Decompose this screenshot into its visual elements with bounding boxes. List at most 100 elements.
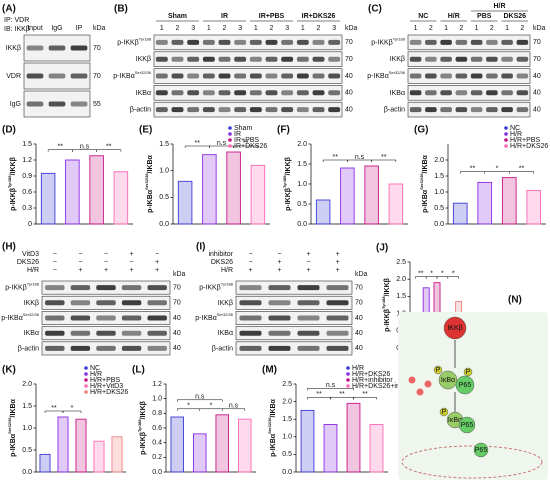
y-axis-label: p-IKKβTyr188/IKKβ — [137, 400, 147, 455]
blot-frame — [153, 68, 343, 84]
y-tick-label: 1.5 — [434, 173, 444, 180]
blot-band — [121, 330, 142, 336]
bar — [300, 409, 315, 473]
blot-band — [328, 39, 341, 45]
row-label: p-IKBαSer32/36 — [195, 312, 234, 322]
kda-unit: kDa — [93, 25, 106, 32]
row-label: p-IKKβTyr188 — [117, 36, 152, 46]
treatment-name: H/R — [221, 267, 233, 274]
y-tick-label: 0.5 — [297, 201, 307, 208]
sig-label: ** — [333, 154, 339, 161]
blot-band — [326, 330, 349, 336]
sig-label: * — [187, 403, 190, 410]
blot-band — [297, 285, 320, 291]
y-label-end: /IKBα — [270, 398, 277, 417]
blot-band — [218, 107, 231, 113]
sig-label: ** — [58, 144, 64, 151]
sig-label: n.s — [195, 394, 205, 401]
panel-label: (H) — [2, 242, 16, 253]
blot-band — [265, 39, 278, 45]
treatment-sign: − — [155, 251, 159, 258]
legend-swatch — [84, 384, 88, 388]
legend-swatch — [228, 132, 232, 136]
row-label: IKBα — [136, 90, 151, 97]
row-label: p-IKKβTyr188 — [371, 36, 406, 46]
sig-bracket — [447, 276, 459, 279]
y-tick-label: 1.5 — [282, 416, 292, 423]
blot-band — [187, 73, 200, 79]
group-label: IR+DKS26 — [302, 13, 336, 20]
panel-label: (E) — [139, 125, 152, 136]
y-label-main: p-IKBα — [10, 433, 17, 457]
blot-band — [234, 73, 247, 79]
treatment-sign: + — [130, 267, 134, 274]
y-label-main: p-IKKβ — [10, 187, 17, 211]
blot-band — [486, 73, 498, 79]
y-tick-label: 2.0 — [396, 276, 406, 283]
y-label-sup: Ser32/36 — [7, 417, 12, 434]
blot-band — [425, 90, 437, 96]
blot-band — [147, 345, 167, 351]
node-label: P65 — [475, 447, 488, 454]
y-tick-label: 0.3 — [22, 205, 32, 212]
row-label-main: IKKβ — [24, 300, 39, 307]
blot-band — [281, 56, 294, 62]
treatment-sign: + — [306, 251, 310, 258]
bar — [65, 159, 80, 225]
blot-band — [455, 107, 468, 113]
blot-band — [96, 345, 116, 351]
row-label-main: IKBα — [136, 90, 151, 97]
kda-value: 40 — [345, 106, 353, 113]
diagram-node — [455, 375, 475, 395]
blot-band — [45, 330, 65, 336]
blot-band — [470, 39, 483, 45]
blot-band — [409, 107, 422, 113]
legend-swatch — [504, 132, 508, 136]
bar — [202, 154, 217, 225]
y-tick-label: 1.0 — [152, 396, 162, 403]
sig-label: ** — [51, 405, 57, 412]
legend-swatch — [84, 378, 88, 382]
legend-label: H/R+PBS — [90, 377, 120, 384]
blot-band — [45, 345, 65, 351]
blot-band — [155, 39, 168, 45]
blot-band — [202, 56, 215, 62]
lane-label: 2 — [223, 25, 227, 32]
blot-band — [409, 56, 422, 62]
y-tick-label: 1.0 — [297, 181, 307, 188]
blot-band — [70, 73, 88, 79]
bar — [237, 418, 252, 473]
blot-band — [268, 315, 291, 321]
row-label-main: VDR — [6, 73, 21, 80]
blot-band — [234, 90, 247, 96]
blot-band — [486, 39, 498, 45]
kda-value: 40 — [355, 345, 363, 352]
legend-label: H/R+DKS26+inhibitor — [352, 383, 420, 390]
blot-band — [155, 90, 168, 96]
blot-band — [265, 56, 278, 62]
blot-band — [187, 90, 200, 96]
bar — [40, 172, 56, 225]
lane-label: IgG — [51, 25, 62, 32]
blot-band — [501, 39, 513, 45]
sig-label: ** — [106, 144, 112, 151]
row-label-main: p-IKBα — [367, 73, 389, 80]
blot-band — [455, 39, 468, 45]
blot-band — [45, 285, 65, 291]
blot-band — [425, 73, 437, 79]
treatment-sign: + — [130, 251, 134, 258]
sig-label: ** — [243, 140, 249, 147]
y-tick-label: 1.0 — [22, 425, 32, 432]
blot-band — [297, 315, 320, 321]
sig-label: ** — [470, 165, 476, 172]
blot-frame — [153, 101, 343, 118]
group-top-label: H/R — [493, 3, 505, 10]
bar — [215, 414, 229, 473]
row-label-main: β-actin — [212, 345, 233, 352]
legend-label: H/R — [352, 365, 364, 372]
legend-label: H/R — [90, 371, 102, 378]
blot-band — [312, 39, 325, 45]
group-label: Sham — [168, 13, 187, 20]
blot-band — [470, 56, 483, 62]
